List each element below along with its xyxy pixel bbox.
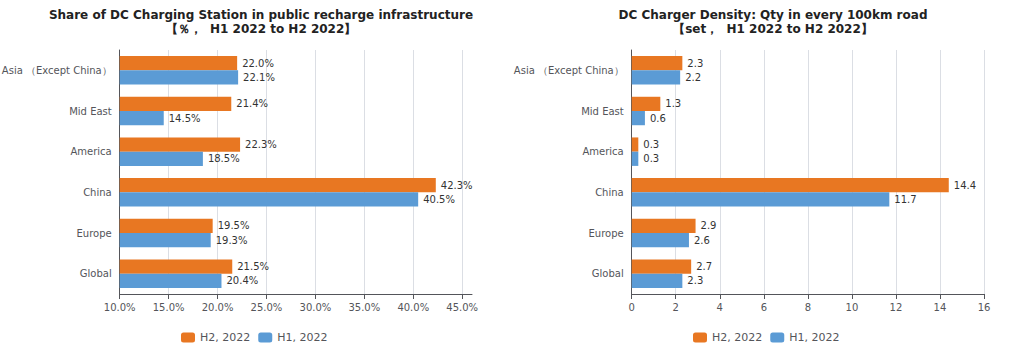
svg-text:Europe: Europe [589, 228, 624, 239]
svg-text:6: 6 [761, 302, 767, 313]
svg-text:8: 8 [805, 302, 811, 313]
svg-text:4: 4 [717, 302, 723, 313]
svg-text:Mid East: Mid East [69, 106, 112, 117]
svg-text:14.4: 14.4 [954, 180, 976, 191]
svg-text:15.0%: 15.0% [153, 302, 185, 313]
svg-text:42.3%: 42.3% [441, 180, 473, 191]
svg-text:0.3: 0.3 [643, 153, 659, 164]
svg-text:11.7: 11.7 [894, 194, 916, 205]
svg-text:H1, 2022: H1, 2022 [789, 331, 839, 344]
svg-text:20.4%: 20.4% [226, 275, 258, 286]
svg-text:China: China [595, 187, 624, 198]
svg-text:16: 16 [978, 302, 991, 313]
svg-text:0.6: 0.6 [650, 113, 666, 124]
svg-text:Mid East: Mid East [581, 106, 624, 117]
svg-text:China: China [83, 187, 112, 198]
svg-text:2: 2 [673, 302, 679, 313]
svg-text:22.1%: 22.1% [243, 72, 275, 83]
svg-text:19.3%: 19.3% [216, 235, 248, 246]
svg-text:25.0%: 25.0% [251, 302, 283, 313]
svg-text:10: 10 [846, 302, 859, 313]
svg-text:Share of DC Charging Station i: Share of DC Charging Station in public r… [49, 8, 473, 22]
svg-text:21.4%: 21.4% [236, 98, 268, 109]
svg-text:H2, 2022: H2, 2022 [712, 331, 762, 344]
svg-text:2.3: 2.3 [687, 275, 703, 286]
svg-text:10.0%: 10.0% [104, 302, 136, 313]
svg-text:30.0%: 30.0% [300, 302, 332, 313]
svg-text:H1, 2022: H1, 2022 [277, 331, 327, 344]
svg-text:Global: Global [592, 268, 624, 279]
svg-text:1.3: 1.3 [665, 98, 681, 109]
svg-text:14.5%: 14.5% [169, 113, 201, 124]
svg-text:America: America [582, 146, 623, 157]
svg-text:40.0%: 40.0% [397, 302, 429, 313]
svg-text:35.0%: 35.0% [348, 302, 380, 313]
svg-text:Asia （Except China）: Asia （Except China） [514, 65, 624, 76]
svg-text:20.0%: 20.0% [202, 302, 234, 313]
svg-text:2.7: 2.7 [696, 261, 712, 272]
svg-text:21.5%: 21.5% [237, 261, 269, 272]
svg-text:H2, 2022: H2, 2022 [200, 331, 250, 344]
svg-text:12: 12 [890, 302, 903, 313]
svg-text:DC Charger Density: Qty in eve: DC Charger Density: Qty in every 100km r… [619, 8, 928, 22]
svg-text:Europe: Europe [77, 228, 112, 239]
svg-text:45.0%: 45.0% [446, 302, 478, 313]
svg-text:14: 14 [934, 302, 947, 313]
svg-text:18.5%: 18.5% [208, 153, 240, 164]
svg-text:America: America [70, 146, 111, 157]
svg-text:22.3%: 22.3% [245, 139, 277, 150]
svg-text:Global: Global [80, 268, 112, 279]
svg-text:0.3: 0.3 [643, 139, 659, 150]
svg-text:19.5%: 19.5% [218, 220, 250, 231]
svg-text:2.9: 2.9 [701, 220, 717, 231]
svg-text:0: 0 [629, 302, 635, 313]
svg-text:2.2: 2.2 [685, 72, 701, 83]
svg-text:22.0%: 22.0% [242, 58, 274, 69]
svg-text:【set， H1 2022 to H2 2022】: 【set， H1 2022 to H2 2022】 [673, 22, 873, 36]
svg-text:【％， H1 2022 to H2 2022】: 【％， H1 2022 to H2 2022】 [166, 22, 357, 36]
svg-text:2.3: 2.3 [687, 58, 703, 69]
svg-text:2.6: 2.6 [694, 235, 710, 246]
svg-text:Asia （Except China）: Asia （Except China） [2, 65, 112, 76]
svg-text:40.5%: 40.5% [423, 194, 455, 205]
